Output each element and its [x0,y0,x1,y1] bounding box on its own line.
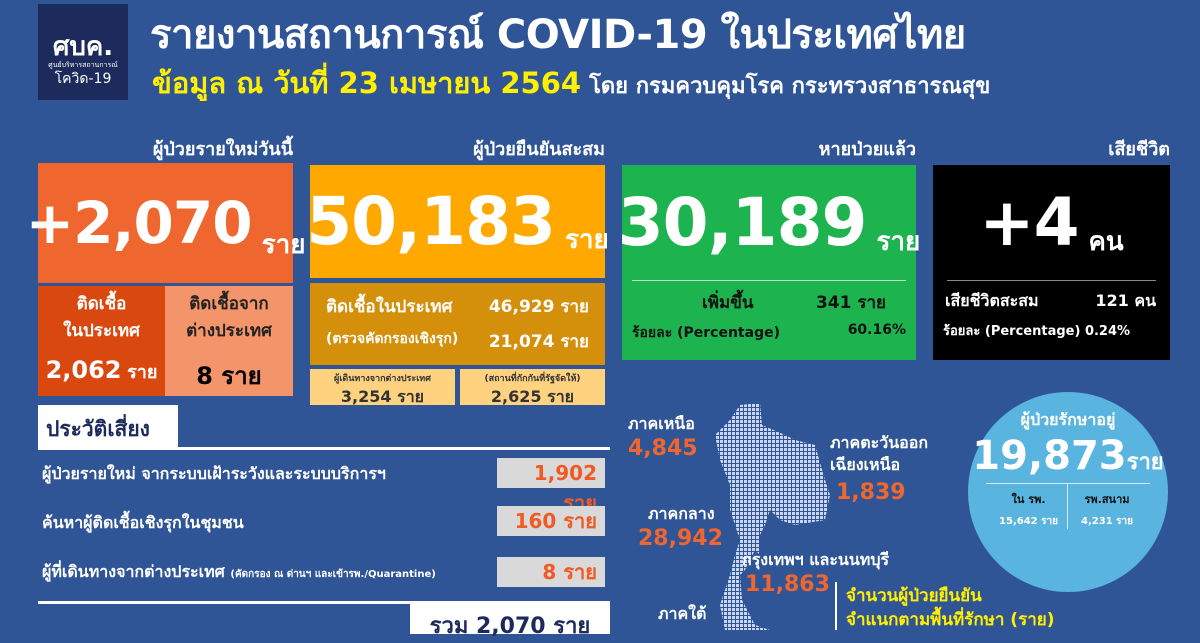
treating-circle: ผู้ป่วยรักษาอยู่ 19,873ราย ใน รพ. 15,642 … [968,392,1168,592]
unit: ราย [564,225,609,255]
logo-abbr: ศบค. [52,32,114,62]
value: 341 ราย [815,293,886,313]
caption: จำแนกตามพื้นที่รักษา (ราย) [846,610,1055,630]
thailand-map-icon [715,403,830,630]
value: 2,625 ราย [490,387,575,406]
label: ใน รพ. [1011,493,1046,506]
label: ร้อยละ (Percentage) [943,324,1081,339]
value: 3,254 ราย [340,387,425,406]
treating-heading: ผู้ป่วยรักษาอยู่ [1020,410,1116,429]
imported-cases-card: ติดเชื้อจาก ต่างประเทศ 8 ราย [165,286,293,396]
confirmed-value: 50,183 [306,183,556,260]
new-cases-value: +2,070 [25,189,253,257]
label: ผู้เดินทางจากต่างประเทศ [334,374,431,384]
region-label: ภาคใต้ [658,604,707,623]
page-title: รายงานสถานการณ์ COVID-19 ในประเทศไทย [150,12,966,58]
divider [38,447,610,450]
label: เพิ่มขึ้น [702,293,754,313]
deaths-card: +4 คน เสียชีวิตสะสม 121 คน ร้อยละ (Percent… [933,165,1170,360]
region-label: ภาคกลาง [648,504,715,523]
recovered-value: 30,189 [617,184,868,261]
risk-value: 8 ราย [497,557,605,587]
region-value: 1,839 [836,480,906,505]
recovered-card: 30,189 ราย เพิ่มขึ้น 341 ราย ร้อยละ (Perce… [618,165,920,360]
risk-value: 160 ราย [497,506,605,536]
risk-label: ผู้ที่เดินทางจากต่างประเทศ (คัดกรอง ณ ด่… [42,560,436,585]
label: ร้อยละ (Percentage) [632,325,780,341]
unit: ราย [261,230,306,260]
risk-label: ค้นหาผู้ติดเชื้อเชิงรุกในชุมชน [42,513,244,532]
label: รพ.สนาม [1084,493,1130,506]
risk-label: ผู้ป่วยรายใหม่ จากระบบเฝ้าระวังและระบบบร… [42,464,386,483]
label: ติดเชื้อ [76,294,127,314]
unit: ราย [127,362,158,383]
value: 60.16% [847,322,906,338]
unit: ราย [876,227,921,257]
value: 21,074 ราย [488,332,589,352]
recovered-heading: หายป่วยแล้ว [818,139,916,160]
label: เสียชีวิตสะสม [945,291,1039,310]
label: เฉียงเหนือ [830,455,901,474]
label: ภาคตะวันออก [830,433,929,452]
risk-heading: ประวัติเสี่ยง [38,405,178,447]
region-value: 11,863 [745,572,830,597]
region-label: ภาคตะวันออกเฉียงเหนือ [830,432,928,476]
divider [38,601,610,604]
treating-value: 19,873 [972,433,1127,479]
logo-org: ศูนย์บริหารสถานการณ์ [48,61,118,69]
region-value: 4,845 [628,436,698,461]
label: ต่างประเทศ [186,321,272,341]
value: 121 คน [1095,291,1156,310]
label: ในประเทศ [63,321,140,341]
unit: คน [1088,227,1124,257]
divider [835,582,837,630]
region-label: ภาคเหนือ [628,414,695,433]
label: ติดเชื้อจาก [189,294,269,314]
ccsa-logo: ศบค. ศูนย์บริหารสถานการณ์ โควิด-19 [38,4,128,100]
confirmed-breakdown: ติดเชื้อในประเทศ 46,929 ราย (ตรวจคัดกรองเ… [310,283,605,365]
risk-value: 1,902 ราย [497,458,605,515]
value: 4,231 ราย [1081,516,1133,527]
map-caption: จำนวนผู้ป่วยยืนยันจำแนกตามพื้นที่รักษา (… [846,584,1054,632]
local-value: 2,062 [45,356,122,384]
date-text: ข้อมูล ณ วันที่ 23 เมษายน 2564 [152,66,582,100]
region-label: กรุงเทพฯ และนนทบุรี [742,550,890,569]
label: (สถานที่กักกันที่รัฐจัดให้) [484,374,581,384]
confirmed-heading: ผู้ป่วยยืนยันสะสม [473,139,605,160]
value: 46,929 ราย [488,297,589,317]
source-text: โดย กรมควบคุมโรค กระทรวงสาธารณสุข [589,74,991,99]
unit: ราย [1126,450,1164,475]
travel-card: ผู้เดินทางจากต่างประเทศ 3,254 ราย [310,369,455,406]
local-cases-card: ติดเชื้อ ในประเทศ 2,062 ราย [38,286,165,396]
value: 0.24% [1084,324,1131,339]
confirmed-card: 50,183 ราย [306,165,609,278]
logo-name: โควิด-19 [54,71,112,87]
imported-value: 8 ราย [196,362,262,390]
region-value: 28,942 [638,526,723,551]
new-cases-card: +2,070 ราย [26,163,305,283]
report-date: ข้อมูล ณ วันที่ 23 เมษายน 2564 โดย กรมควบ… [152,60,990,106]
label: ติดเชื้อในประเทศ [326,297,453,317]
label: (ตรวจคัดกรองเชิงรุก) [326,331,459,347]
label: ผู้ที่เดินทางจากต่างประเทศ [42,562,225,581]
caption: จำนวนผู้ป่วยยืนยัน [846,586,982,606]
quarantine-card: (สถานที่กักกันที่รัฐจัดให้) 2,625 ราย [460,369,605,406]
new-cases-heading: ผู้ป่วยรายใหม่วันนี้ [152,139,293,160]
deaths-heading: เสียชีวิต [1108,139,1170,160]
value: 15,642 ราย [999,516,1058,527]
deaths-value: +4 [979,184,1079,261]
note: (คัดกรอง ณ ด่านฯ และเข้ารพ./Quarantine) [230,569,436,580]
